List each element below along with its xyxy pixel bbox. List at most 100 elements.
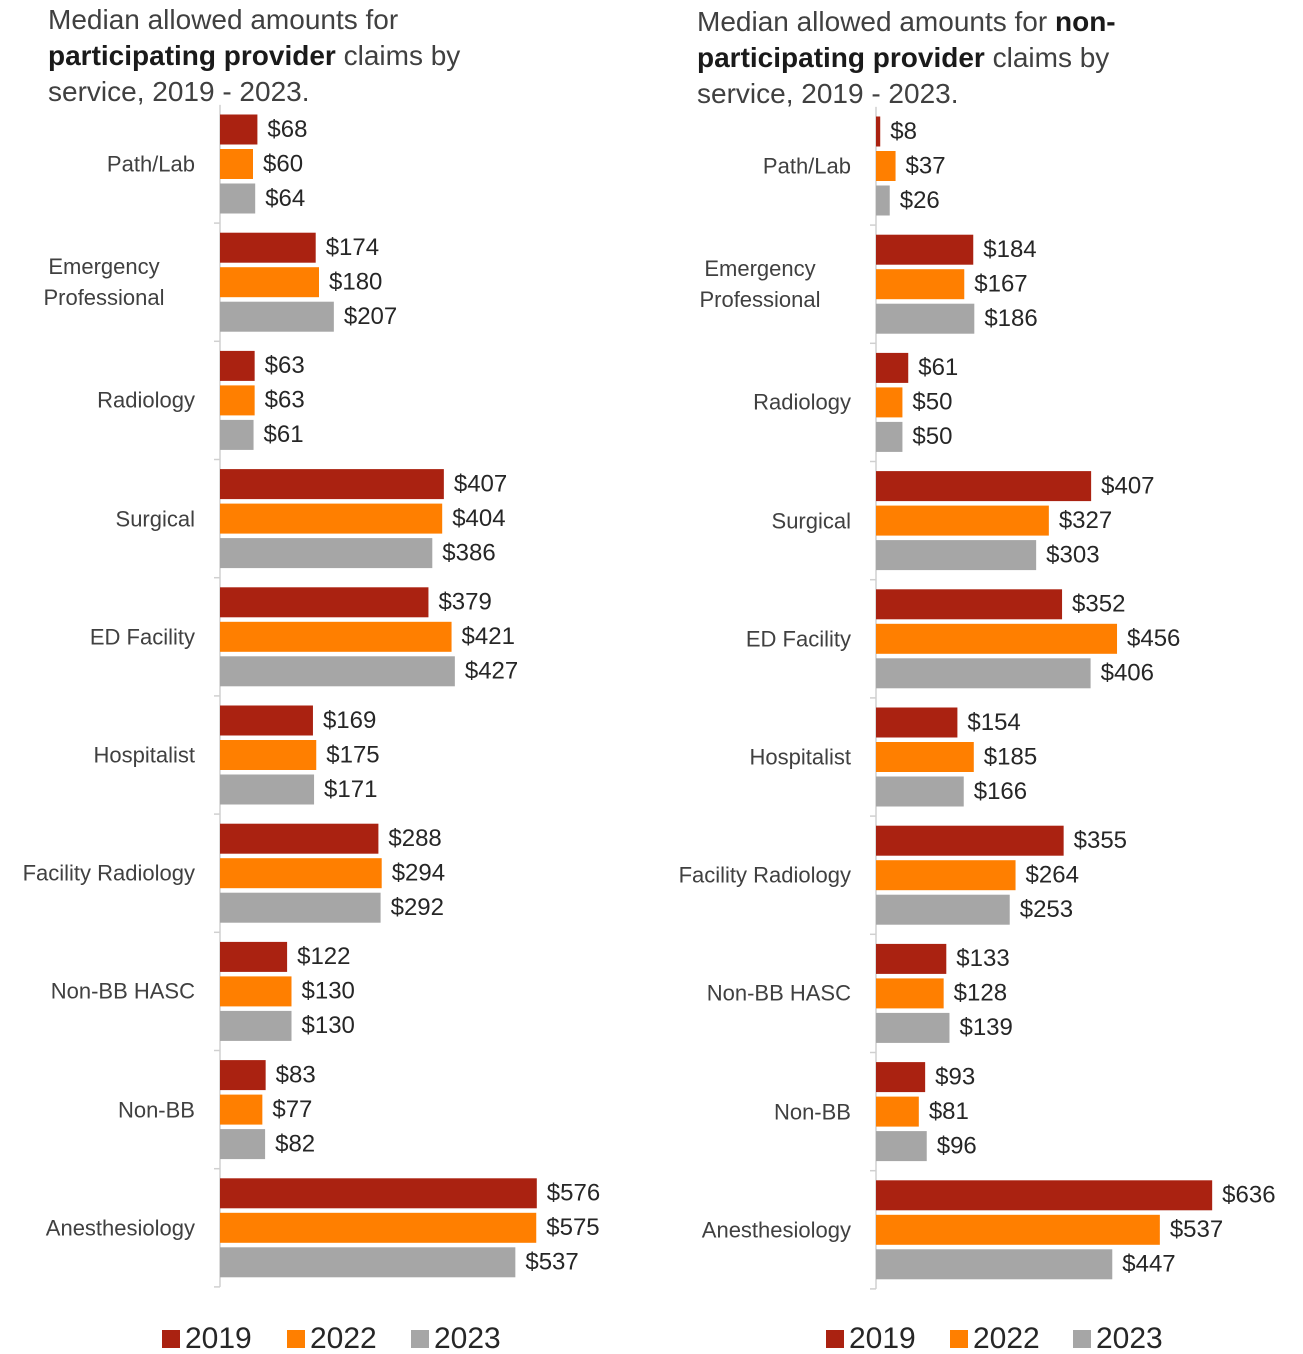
value-label: $50 [912, 389, 952, 416]
category-label: Surgical [772, 505, 851, 536]
value-label: $636 [1222, 1182, 1275, 1209]
value-label: $64 [265, 185, 305, 212]
bar [876, 234, 974, 265]
bar [220, 1212, 537, 1243]
value-label: $575 [546, 1214, 599, 1241]
legend-label: 2022 [310, 1322, 377, 1354]
bar [876, 540, 1037, 571]
bar [876, 303, 975, 334]
value-label: $26 [900, 187, 940, 214]
category-text: Hospitalist [749, 744, 851, 770]
bar [220, 1010, 292, 1041]
value-label: $50 [912, 423, 952, 450]
legend-swatch [411, 1330, 429, 1348]
value-label: $537 [1170, 1216, 1223, 1243]
category-label: Non-BB [774, 1096, 851, 1127]
value-label: $184 [983, 236, 1036, 263]
bar [220, 823, 379, 854]
bar [220, 419, 254, 450]
category-label: Emergency Professional [13, 251, 195, 313]
bar [876, 658, 1091, 689]
category-text: Non-BB [117, 1097, 195, 1123]
category-label: Radiology [97, 385, 195, 416]
value-label: $130 [302, 978, 355, 1005]
value-label: $77 [272, 1096, 312, 1123]
category-label: Anesthesiology [702, 1214, 851, 1245]
value-label: $207 [344, 303, 397, 330]
category-label: Non-BB [118, 1094, 195, 1125]
value-label: $61 [264, 421, 304, 448]
value-label: $421 [462, 623, 515, 650]
bar [876, 185, 890, 216]
category-text: Surgical [115, 506, 195, 532]
value-label: $68 [267, 116, 307, 143]
bar [876, 1214, 1160, 1245]
value-label: $404 [452, 505, 505, 532]
bar [220, 183, 256, 214]
category-label: Facility Radiology [679, 860, 851, 891]
bar [876, 776, 964, 807]
category-text: Anesthesiology [45, 1215, 195, 1241]
bar [876, 1249, 1113, 1280]
category-label: Path/Lab [107, 149, 195, 180]
title-part: non-participating provider [697, 6, 1116, 73]
value-label: $407 [454, 470, 507, 497]
title-part: claims by service, 2019 - 2023. [697, 42, 1110, 109]
chart-title: Median allowed amounts for non-participa… [697, 4, 1147, 112]
legend-label: 2019 [849, 1322, 916, 1354]
bar [876, 471, 1092, 502]
bar [220, 149, 253, 179]
bar [220, 1060, 266, 1091]
bar [876, 894, 1010, 925]
value-label: $379 [438, 589, 491, 616]
bar [220, 1178, 537, 1209]
bar [876, 269, 965, 300]
bar [220, 656, 455, 687]
bar [220, 858, 382, 889]
category-label: Surgical [116, 503, 195, 534]
category-label: Radiology [753, 387, 851, 418]
value-label: $180 [329, 269, 382, 296]
bar [220, 621, 452, 652]
value-label: $352 [1072, 591, 1125, 618]
bar [220, 1129, 266, 1160]
category-text: Surgical [771, 508, 851, 534]
value-label: $327 [1059, 507, 1112, 534]
bar [876, 1180, 1213, 1211]
category-text: Non-BB HASC [50, 978, 195, 1004]
value-label: $63 [265, 352, 305, 379]
category-text: Path/Lab [762, 153, 851, 179]
value-label: $63 [265, 387, 305, 414]
bar [876, 421, 903, 452]
value-label: $386 [442, 539, 495, 566]
value-label: $122 [297, 943, 350, 970]
category-text: Hospitalist [93, 742, 195, 768]
value-label: $96 [937, 1132, 977, 1159]
category-text: Path/Lab [106, 151, 195, 177]
value-label: $288 [388, 825, 441, 852]
value-label: $175 [326, 741, 379, 768]
value-label: $139 [959, 1014, 1012, 1041]
value-label: $93 [935, 1063, 975, 1090]
bar [220, 301, 334, 332]
bar [876, 825, 1064, 856]
category-label: Hospitalist [94, 740, 195, 771]
value-label: $171 [324, 776, 377, 803]
bar [876, 1012, 950, 1043]
bar [220, 587, 429, 618]
legend-swatch [950, 1330, 968, 1348]
legend-label: 2019 [185, 1322, 252, 1354]
bar [220, 232, 316, 263]
category-text: Facility Radiology [22, 860, 195, 886]
bar [220, 503, 443, 534]
category-label: Non-BB HASC [707, 978, 851, 1009]
bar [220, 705, 313, 736]
category-label: Facility Radiology [23, 858, 195, 889]
value-label: $406 [1101, 660, 1154, 687]
category-text: Non-BB [773, 1099, 851, 1125]
bar [876, 589, 1063, 620]
value-label: $174 [326, 234, 379, 261]
category-label: Hospitalist [750, 742, 851, 773]
